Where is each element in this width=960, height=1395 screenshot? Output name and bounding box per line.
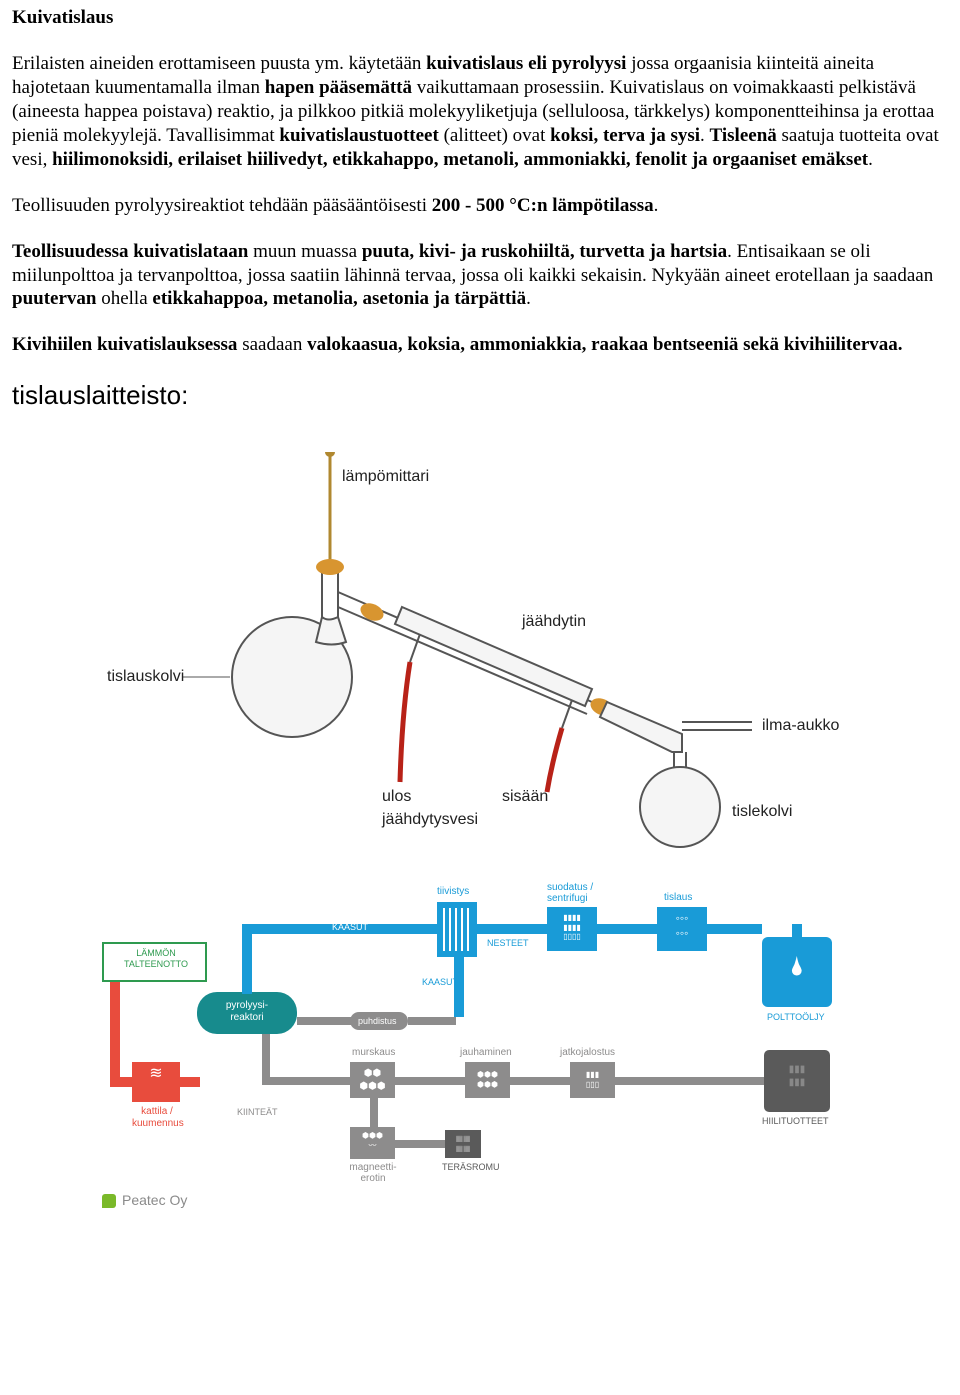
magnet: ⬢⬢⬢〰 bbox=[350, 1127, 395, 1159]
pipe bbox=[510, 1077, 570, 1085]
filter: ▮▮▮▮▮▮▮▮▯▯▯▯ bbox=[547, 907, 597, 951]
bold: kuivatislaus eli pyrolyysi bbox=[426, 53, 626, 74]
bold: 200 - 500 °C:n lämpötilassa bbox=[432, 195, 654, 216]
bold: puuta, kivi- ja ruskohiiltä, turvetta ja… bbox=[362, 241, 727, 262]
text: Teollisuuden pyrolyysireaktiot tehdään p… bbox=[12, 195, 432, 216]
pipe bbox=[597, 924, 657, 934]
label-out: ulos bbox=[382, 787, 411, 807]
grind: ⬢⬢⬢⬢⬢⬢ bbox=[465, 1062, 510, 1098]
label-filter: suodatus / sentrifugi bbox=[547, 882, 617, 904]
bold: puutervan bbox=[12, 288, 96, 309]
text: muun muassa bbox=[248, 241, 361, 262]
label-gases: KAASUT bbox=[332, 922, 368, 933]
label-grind: jauhaminen bbox=[460, 1047, 512, 1060]
label-crush: murskaus bbox=[352, 1047, 395, 1060]
paragraph-1: Erilaisten aineiden erottamiseen puusta … bbox=[12, 52, 948, 172]
label-magnet: magneetti- erotin bbox=[346, 1162, 400, 1184]
process-diagram: LÄMMÖN TALTEENOTTO ≋ kattila / kuumennus… bbox=[102, 882, 862, 1182]
label-receiver: tislekolvi bbox=[732, 802, 792, 822]
label-further: jatkojalostus bbox=[560, 1047, 615, 1060]
pipe-red-v bbox=[110, 982, 120, 1082]
label-distill: tislaus bbox=[664, 892, 692, 905]
bold: valokaasua, koksia, ammoniakkia, raakaa … bbox=[307, 334, 902, 355]
label-scrap: TERÄSROMU bbox=[442, 1162, 500, 1173]
crush: ⬢⬢⬢⬢⬢ bbox=[350, 1062, 395, 1098]
fueloil: 🌢 bbox=[762, 937, 832, 1007]
bold: Teollisuudessa kuivatislataan bbox=[12, 241, 248, 262]
text: . bbox=[700, 125, 710, 146]
bold: etikkahappoa, metanolia, asetonia ja tär… bbox=[152, 288, 526, 309]
distillation-diagram: lämpömittari tislauskolvi jäähdytin ilma… bbox=[32, 452, 912, 852]
boiler-box: ≋ bbox=[132, 1062, 180, 1102]
pipe bbox=[615, 1077, 765, 1085]
carbon: ▮▮▮▮▮▮ bbox=[764, 1050, 830, 1112]
pipe bbox=[262, 1034, 270, 1082]
label-flask: tislauskolvi bbox=[107, 667, 184, 687]
pipe bbox=[297, 1017, 351, 1025]
label-fueloil: POLTTOÖLJY bbox=[767, 1012, 825, 1023]
pipe bbox=[242, 924, 252, 994]
label-purification: puhdistus bbox=[358, 1016, 397, 1027]
text: . bbox=[868, 149, 873, 170]
label-concentration: tiivistys bbox=[437, 886, 469, 899]
paragraph-2: Teollisuuden pyrolyysireaktiot tehdään p… bbox=[12, 194, 948, 218]
label-reactor: pyrolyysi- reaktori bbox=[212, 1000, 282, 1023]
pipe bbox=[707, 924, 762, 934]
text: . bbox=[526, 288, 531, 309]
concentration bbox=[437, 902, 477, 957]
bold: Kivihiilen kuivatislauksessa bbox=[12, 334, 237, 355]
label-coolwater: jäähdytysvesi bbox=[382, 810, 478, 830]
label-condenser: jäähdytin bbox=[522, 612, 586, 632]
pipe bbox=[262, 1077, 352, 1085]
pipe bbox=[792, 924, 802, 938]
text: . bbox=[654, 195, 659, 216]
distillation-svg bbox=[32, 452, 912, 852]
paragraph-4: Kivihiilen kuivatislauksessa saadaan val… bbox=[12, 333, 948, 357]
bold: Tisleenä bbox=[710, 125, 777, 146]
bold: hapen pääsemättä bbox=[265, 77, 412, 98]
company-name: Peatec Oy bbox=[122, 1192, 187, 1210]
pipe bbox=[370, 1098, 378, 1128]
label-air: ilma-aukko bbox=[762, 716, 839, 736]
pipe bbox=[477, 924, 547, 934]
text: (alitteet) ovat bbox=[439, 125, 550, 146]
page-title: Kuivatislaus bbox=[12, 6, 948, 30]
further: ▮▮▮▯▯▯ bbox=[570, 1062, 615, 1098]
text: ohella bbox=[96, 288, 152, 309]
paragraph-3: Teollisuudessa kuivatislataan muun muass… bbox=[12, 240, 948, 312]
bold: hiilimonoksidi, erilaiset hiilivedyt, et… bbox=[52, 149, 868, 170]
pipe bbox=[395, 1077, 465, 1085]
label-heatrec: LÄMMÖN TALTEENOTTO bbox=[116, 948, 196, 971]
pipe bbox=[408, 1017, 456, 1025]
peatec-icon bbox=[102, 1194, 116, 1208]
scrap: ▦▦▦▦ bbox=[445, 1130, 481, 1158]
bold: kuivatislaustuotteet bbox=[279, 125, 438, 146]
label-solids: KIINTEÄT bbox=[237, 1107, 278, 1118]
text: Erilaisten aineiden erottamiseen puusta … bbox=[12, 53, 426, 74]
distill-box: ◦◦◦◦◦◦ bbox=[657, 907, 707, 951]
pipe bbox=[395, 1140, 445, 1148]
label-thermometer: lämpömittari bbox=[342, 467, 429, 487]
footer-company: Peatec Oy bbox=[102, 1192, 948, 1210]
label-in: sisään bbox=[502, 787, 548, 807]
label-boiler: kattila / kuumennus bbox=[132, 1106, 182, 1129]
distillation-title: tislauslaitteisto: bbox=[12, 379, 948, 412]
label-liquids: NESTEET bbox=[487, 938, 529, 949]
label-carbon: HIILITUOTTEET bbox=[762, 1116, 829, 1127]
label-gases2: KAASUT bbox=[422, 977, 458, 988]
bold: koksi, terva ja sysi bbox=[550, 125, 700, 146]
text: saadaan bbox=[237, 334, 307, 355]
